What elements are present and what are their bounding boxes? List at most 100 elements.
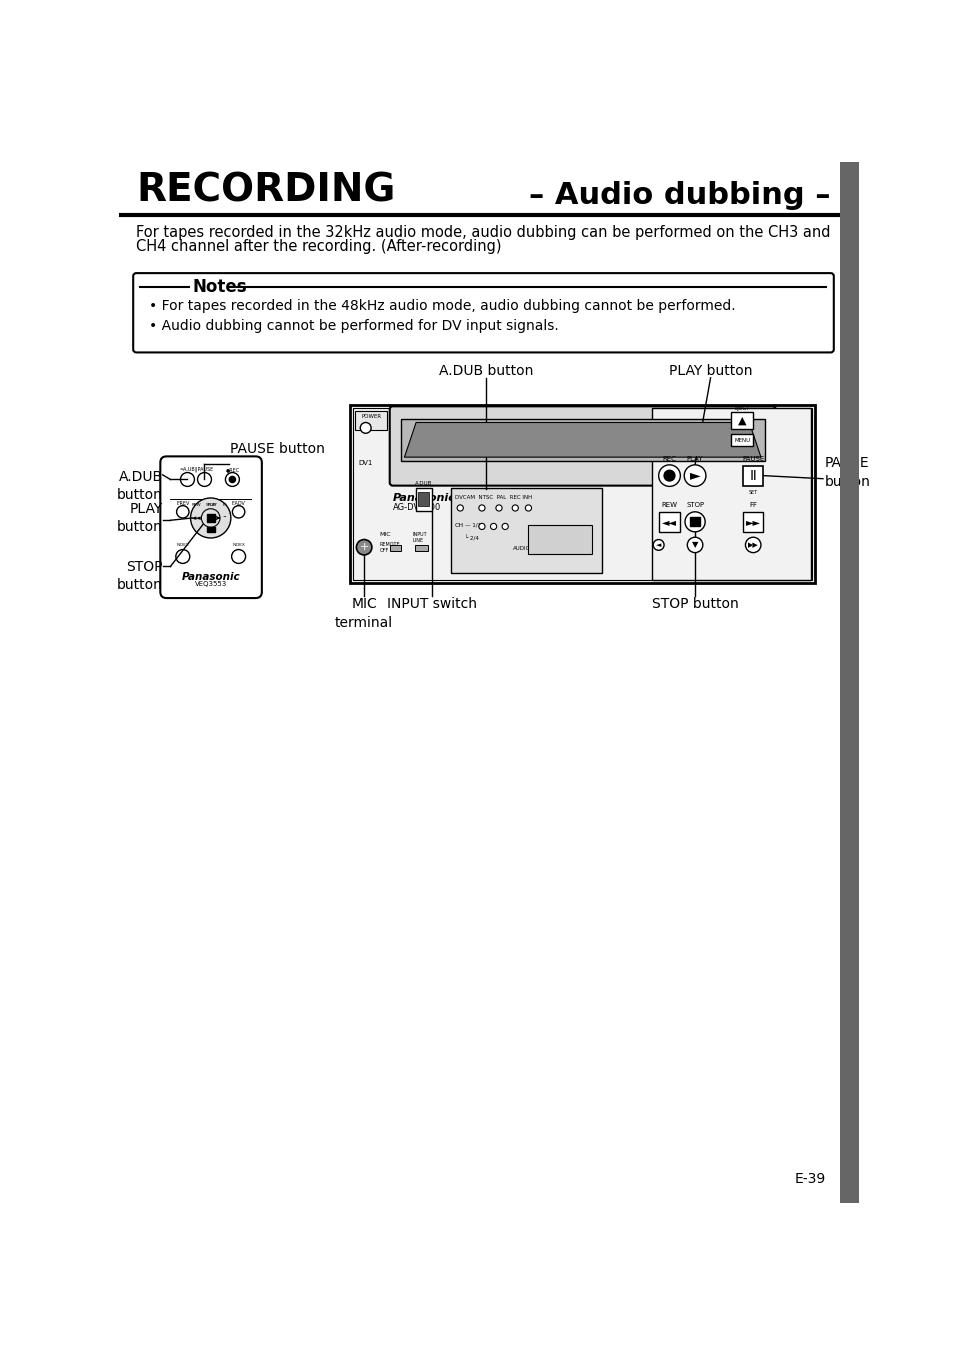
Bar xyxy=(731,434,753,446)
Text: STOP button: STOP button xyxy=(651,598,738,611)
Circle shape xyxy=(456,504,463,511)
Bar xyxy=(659,512,679,531)
Text: ►►: ►► xyxy=(745,516,760,527)
Text: — 1/3: — 1/3 xyxy=(464,523,480,527)
Circle shape xyxy=(360,422,371,433)
Text: ●REC: ●REC xyxy=(225,466,239,472)
Text: – Audio dubbing –: – Audio dubbing – xyxy=(529,181,830,210)
Text: A.DUB button: A.DUB button xyxy=(438,364,533,377)
Bar xyxy=(418,492,429,506)
Circle shape xyxy=(175,549,190,564)
Text: STOP
button: STOP button xyxy=(116,560,162,592)
Circle shape xyxy=(478,504,484,511)
Text: MIC
terminal: MIC terminal xyxy=(335,598,393,630)
Text: REC: REC xyxy=(662,456,676,462)
Circle shape xyxy=(191,498,231,538)
Circle shape xyxy=(653,539,663,550)
Text: CH: CH xyxy=(455,523,463,527)
Bar xyxy=(528,525,592,554)
Text: PLAY: PLAY xyxy=(207,503,217,507)
Text: RECORDING: RECORDING xyxy=(136,172,395,210)
Circle shape xyxy=(686,537,702,553)
Circle shape xyxy=(180,473,194,487)
Circle shape xyxy=(496,504,501,511)
Bar xyxy=(353,408,811,580)
Circle shape xyxy=(658,465,679,487)
Circle shape xyxy=(684,512,704,531)
Circle shape xyxy=(478,523,484,530)
Circle shape xyxy=(229,476,235,483)
Circle shape xyxy=(233,506,245,518)
Text: AUDIO: AUDIO xyxy=(513,546,530,550)
Text: EJECT: EJECT xyxy=(734,406,749,411)
Text: Notes: Notes xyxy=(192,279,247,296)
Text: • Audio dubbing cannot be performed for DV input signals.: • Audio dubbing cannot be performed for … xyxy=(149,319,558,333)
Bar xyxy=(390,545,401,552)
Circle shape xyxy=(356,539,372,554)
Text: └ 2/4: └ 2/4 xyxy=(464,535,478,541)
Text: DV1: DV1 xyxy=(358,460,373,465)
Text: ◄◄: ◄◄ xyxy=(661,516,677,527)
FancyBboxPatch shape xyxy=(390,407,775,485)
Text: INPUT
LINE: INPUT LINE xyxy=(412,531,426,542)
Bar xyxy=(416,488,431,511)
Text: ▼: ▼ xyxy=(691,541,698,549)
Bar xyxy=(451,488,601,573)
Circle shape xyxy=(525,504,531,511)
Bar xyxy=(207,514,214,522)
Text: REW: REW xyxy=(660,502,677,508)
Text: ►: ► xyxy=(689,469,700,483)
Text: Ⅱ: Ⅱ xyxy=(749,469,756,483)
FancyBboxPatch shape xyxy=(133,273,833,353)
Bar xyxy=(652,408,810,580)
Text: CH4 channel after the recording. (After-recording): CH4 channel after the recording. (After-… xyxy=(136,239,501,254)
Text: MENU: MENU xyxy=(734,438,750,442)
Bar xyxy=(207,527,214,531)
Text: A.DUB: A.DUB xyxy=(415,481,432,485)
Circle shape xyxy=(744,537,760,553)
Text: PAUSE button: PAUSE button xyxy=(230,442,325,457)
Text: SET: SET xyxy=(748,489,757,495)
Bar xyxy=(690,518,699,526)
Circle shape xyxy=(501,523,508,530)
Text: Panasonic: Panasonic xyxy=(393,493,456,503)
Bar xyxy=(731,412,753,430)
Text: PLAY: PLAY xyxy=(686,456,702,462)
Circle shape xyxy=(176,506,189,518)
Text: For tapes recorded in the 32kHz audio mode, audio dubbing can be performed on th: For tapes recorded in the 32kHz audio mo… xyxy=(136,226,830,241)
Text: STOP: STOP xyxy=(685,502,703,508)
Text: A.DUB
button: A.DUB button xyxy=(116,470,162,502)
Text: INPUT switch: INPUT switch xyxy=(386,598,476,611)
Text: PLAY button: PLAY button xyxy=(668,364,752,377)
Text: DV: DV xyxy=(536,538,547,544)
Text: DVCAM  NTSC  PAL  REC INH: DVCAM NTSC PAL REC INH xyxy=(455,495,532,500)
Text: VEQ3553: VEQ3553 xyxy=(194,581,227,587)
Text: F.ADV: F.ADV xyxy=(232,500,245,506)
Circle shape xyxy=(197,473,212,487)
Circle shape xyxy=(225,473,239,487)
Text: +: + xyxy=(359,542,369,552)
Text: E-39: E-39 xyxy=(794,1172,825,1186)
Bar xyxy=(355,411,387,430)
Bar xyxy=(400,419,764,461)
Text: FF: FF xyxy=(748,502,757,508)
Text: ▲: ▲ xyxy=(738,416,746,426)
Text: STOP: STOP xyxy=(205,503,216,507)
Text: ||PAUSE: ||PAUSE xyxy=(194,466,213,472)
Bar xyxy=(742,465,762,485)
Text: REMOTE
OFF: REMOTE OFF xyxy=(379,542,400,553)
Circle shape xyxy=(201,508,220,527)
Text: • For tapes recorded in the 48kHz audio mode, audio dubbing cannot be performed.: • For tapes recorded in the 48kHz audio … xyxy=(149,299,735,314)
Text: REW: REW xyxy=(192,503,201,507)
Text: ◄◄: ◄◄ xyxy=(192,515,202,521)
Text: POWER: POWER xyxy=(360,414,381,419)
Bar xyxy=(350,404,815,584)
Circle shape xyxy=(490,523,497,530)
Text: FF: FF xyxy=(222,503,227,507)
Text: =A.UB: =A.UB xyxy=(179,466,195,472)
Text: F.REV: F.REV xyxy=(176,500,190,506)
Text: Panasonic: Panasonic xyxy=(181,572,240,581)
Circle shape xyxy=(512,504,517,511)
FancyBboxPatch shape xyxy=(160,457,261,598)
Text: ►◄ DV: ►◄ DV xyxy=(551,538,569,544)
